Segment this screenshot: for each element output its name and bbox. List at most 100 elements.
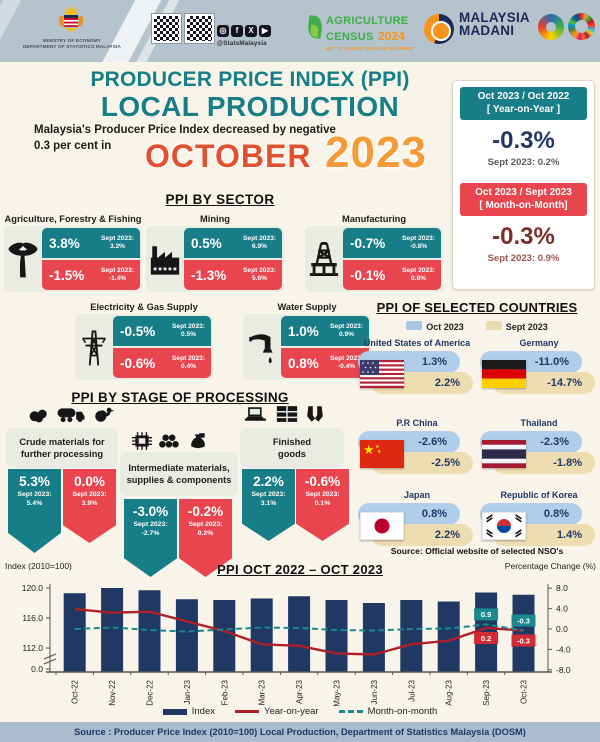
svg-text:120.0: 120.0	[22, 583, 44, 593]
svg-text:★: ★	[375, 444, 380, 450]
svg-text:Feb-23: Feb-23	[220, 679, 229, 705]
sector-mom-value: 0.8%	[288, 355, 319, 371]
svg-text:★: ★	[377, 449, 382, 455]
countries-legend: Oct 2023 Sept 2023	[358, 321, 596, 332]
section-heading-sector: PPI BY SECTOR	[165, 192, 275, 207]
mom-header: Oct 2023 / Sept 2023 [ Month-on-Month]	[460, 183, 587, 216]
country-korea: Republic of Korea 0.8% 1.4%	[480, 490, 598, 551]
svg-text:0.0: 0.0	[31, 664, 43, 674]
laptop-icon	[244, 407, 267, 421]
header-banner: MINISTRY OF ECONOMY DEPARTMENT OF STATIS…	[0, 0, 600, 65]
sector-card-electricity: Electricity & Gas Supply -0.5% Sept 2023…	[75, 302, 213, 380]
ppi-combo-chart: 120.0 116.0 112.0 0.0 8.0 4.0 0.0 -4.0 -8.0 Oct-2…	[22, 583, 571, 706]
yoy-period: Oct 2023 / Oct 2022	[477, 91, 570, 102]
dash-swatch	[338, 710, 363, 713]
stage-finished-yoy: 2.2% Sept 2023: 3.1%	[242, 469, 295, 541]
svg-text:Oct-22: Oct-22	[71, 679, 80, 704]
sector-mom-value: -0.6%	[120, 355, 156, 371]
sdg-wheel-icon	[568, 13, 595, 40]
svg-text:Oct-23: Oct-23	[520, 679, 529, 704]
svg-text:Sep-23: Sep-23	[482, 679, 491, 705]
svg-text:★: ★	[363, 442, 375, 457]
sector-yoy-value: 3.8%	[49, 235, 80, 251]
country-usa: United States of America 1.3% 2.2%	[358, 338, 476, 399]
yoy-previous: Sept 2023: 0.2%	[487, 157, 560, 168]
banner-stripe	[0, 0, 27, 62]
stage-finished-mom: -0.6% Sept 2023: 0.1%	[296, 469, 349, 541]
flag-south-korea-icon	[482, 512, 526, 540]
sector-mom-row: 0.8% Sept 2023: -0.4%	[281, 348, 369, 378]
sector-mom-value: -1.5%	[49, 267, 85, 283]
qr-code	[184, 13, 215, 44]
svg-text:Jun-23: Jun-23	[370, 679, 379, 704]
agriculture-census-logo: AGRICULTURE CENSUS 2024 KEY TO AGRICULTU…	[306, 12, 415, 51]
svg-text:-0.3: -0.3	[517, 616, 530, 625]
agri-line1: AGRICULTURE	[326, 15, 409, 27]
palm-tree-icon	[6, 237, 42, 283]
svg-text:0.9: 0.9	[481, 610, 491, 619]
svg-text:Mar-23: Mar-23	[258, 679, 267, 705]
flag-germany-icon	[482, 360, 526, 388]
stage-intermediate-label: Intermediate materials, supplies & compo…	[120, 452, 238, 496]
flag-united-states-icon	[360, 360, 404, 388]
sector-yoy-value: 0.5%	[191, 235, 222, 251]
social-media-block: ◎ f X ▶ @StatsMalaysia	[217, 20, 281, 47]
agri-line2: CENSUS	[326, 31, 374, 44]
malaysia-coat-of-arms-icon	[52, 4, 90, 36]
mom-previous: Sept 2023: 0.9%	[487, 253, 560, 264]
svg-text:0.2: 0.2	[481, 634, 491, 643]
finished-goods-icons	[243, 405, 325, 423]
legend-index: Index	[162, 706, 215, 717]
stage-intermediate-yoy: -3.0% Sept 2023: -2.7%	[124, 499, 177, 577]
bar-swatch	[162, 708, 187, 715]
svg-text:Nov-22: Nov-22	[108, 679, 117, 705]
malaysia-madani-logo: MALAYSIA MADANI	[424, 10, 530, 44]
ministry-line1: MINISTRY OF ECONOMY	[42, 38, 102, 43]
svg-text:116.0: 116.0	[22, 613, 43, 623]
oil-platform-icon	[307, 237, 343, 283]
raw-rocks-icon	[29, 409, 47, 423]
summary-card: Oct 2023 / Oct 2022 [ Year-on-Year ] -0.…	[452, 80, 595, 290]
agriculture-census-text: AGRICULTURE CENSUS 2024 KEY TO AGRICULTU…	[326, 12, 415, 51]
summary-sentence-line1: Malaysia's Producer Price Index decrease…	[34, 124, 336, 136]
sept-swatch	[485, 321, 502, 330]
sector-name: Manufacturing	[341, 214, 407, 224]
section-heading-countries: PPI OF SELECTED COUNTRIES	[376, 300, 578, 315]
sector-yoy-row: -0.5% Sept 2023: 0.5%	[113, 316, 211, 346]
sector-card-manufacturing: Manufacturing -0.7% Sept 2023: -0.8% -0.1…	[305, 214, 443, 292]
country-germany: Germany -11.0% -14.7%	[480, 338, 598, 399]
qr-code	[151, 13, 182, 44]
microchip-icon	[132, 432, 152, 450]
flag-japan-icon	[360, 512, 404, 540]
section-heading-stages: PPI BY STAGE OF PROCESSING	[71, 390, 289, 405]
madani-line1: MALAYSIA	[459, 10, 530, 25]
country-thailand: Thailand -2.3% -1.8%	[480, 418, 598, 479]
countries-source: Source: Official website of selected NSO…	[390, 546, 564, 556]
svg-text:8.0: 8.0	[556, 583, 568, 593]
ministry-name: MINISTRY OF ECONOMY DEPARTMENT OF STATIS…	[10, 38, 134, 50]
transmission-tower-icon	[77, 325, 113, 371]
sector-yoy-row: 0.5% Sept 2023: 6.9%	[184, 228, 282, 258]
sector-mom-value: -1.3%	[191, 267, 227, 283]
stage-crude-yoy: 5.3% Sept 2023: 5.4%	[8, 469, 61, 553]
flag-china-icon: ★ ★ ★	[360, 440, 404, 468]
sector-mom-row: -1.3% Sept 2023: 5.6%	[184, 260, 282, 290]
page-title: PRODUCER PRICE INDEX (PPI)	[90, 68, 410, 91]
reference-month: OCTOBER	[145, 138, 312, 174]
sector-card-agriculture: Agriculture, Forestry & Fishing 3.8% Sep…	[4, 214, 142, 292]
svg-text:-8.0: -8.0	[556, 665, 571, 675]
legend-sept: Sept 2023	[485, 321, 548, 332]
water-tap-icon	[245, 325, 281, 371]
right-axis-label: Percentage Change (%)	[504, 561, 596, 571]
sector-yoy-row: 1.0% Sept 2023: 0.9%	[281, 316, 369, 346]
facebook-icon: f	[231, 25, 243, 37]
summary-sentence-line2: 0.3 per cent in	[34, 140, 112, 152]
svg-text:4.0: 4.0	[556, 604, 568, 614]
svg-text:-0.3: -0.3	[517, 636, 530, 645]
mom-period: Oct 2023 / Sept 2023	[475, 187, 572, 198]
stage-intermediate-mom: -0.2% Sept 2023: 0.2%	[179, 499, 232, 577]
sector-card-mining: Mining 0.5% Sept 2023: 6.9% -1.3% Sept 20…	[146, 214, 284, 292]
tanker-truck-icon	[57, 408, 85, 423]
stage-finished-label: Finished goods	[240, 428, 344, 468]
desk-shelf-icon	[276, 406, 298, 422]
